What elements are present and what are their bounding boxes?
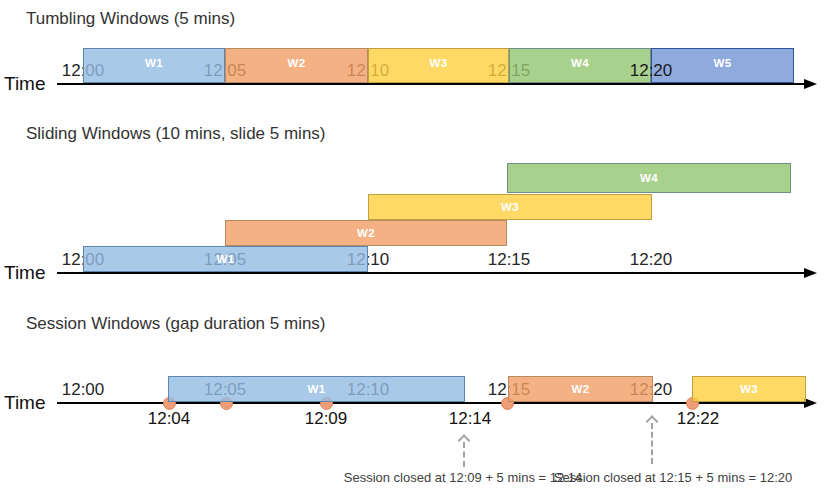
window-bar: W1 [168,376,465,402]
window-bar: W1 [83,246,368,272]
window-label: W3 [429,57,447,69]
event-time-label: 12:09 [305,409,348,429]
timeline-arrowhead-icon [804,268,817,278]
section-title: Sliding Windows (10 mins, slide 5 mins) [26,124,326,144]
dashed-arrow-icon [647,417,657,464]
windowing-diagram: Tumbling Windows (5 mins)Time12:0012:051… [0,0,829,498]
arrow-shaft [651,423,653,464]
arrow-shaft [463,442,465,467]
timeline-arrowhead-icon [804,79,817,89]
window-bar: W2 [508,376,653,402]
window-bar: W2 [225,220,507,246]
event-time-label: 12:04 [148,409,191,429]
window-label: W5 [713,57,731,69]
window-label: W3 [501,201,519,213]
session-close-annotation: Session closed at 12:09 + 5 mins = 12:14 [344,470,583,485]
event-time-label: 12:14 [449,409,492,429]
window-bar: W3 [368,194,652,220]
window-label: W1 [216,253,234,265]
window-label: W1 [307,383,325,395]
window-label: W4 [571,57,589,69]
window-label: W2 [571,383,589,395]
event-time-label: 12:22 [677,409,720,429]
window-bar: W3 [368,48,509,83]
session-close-annotation: Session closed at 12:15 + 5 mins = 12:20 [554,470,793,485]
section-title: Session Windows (gap duration 5 mins) [26,314,326,334]
window-label: W2 [357,227,375,239]
window-bar: W1 [83,48,225,83]
window-label: W3 [740,383,758,395]
tick-label: 12:20 [630,250,673,270]
tick-label: 12:15 [488,250,531,270]
window-bar: W4 [507,163,791,193]
window-bar: W3 [692,376,806,402]
time-axis-label: Time [4,392,46,414]
time-axis-label: Time [4,73,46,95]
timeline-axis [57,272,806,274]
window-label: W1 [145,57,163,69]
window-bar: W2 [225,48,368,83]
window-label: W4 [640,172,658,184]
window-label: W2 [287,57,305,69]
section-title: Tumbling Windows (5 mins) [26,9,235,29]
dashed-arrow-icon [459,436,469,467]
tick-label: 12:20 [630,61,673,81]
tick-label: 12:00 [62,380,105,400]
timeline-axis [57,83,806,85]
window-bar: W5 [651,48,794,83]
time-axis-label: Time [4,262,46,284]
